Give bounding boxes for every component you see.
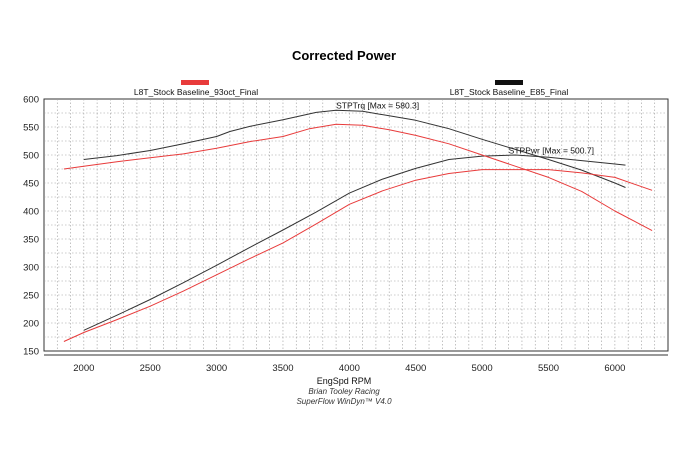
footer-shop-name: Brian Tooley Racing — [308, 387, 380, 396]
x-tick-label: 5500 — [538, 363, 559, 374]
legend-swatch-93oct — [181, 80, 209, 85]
y-tick-labels: 150 200 250 300 350 400 450 500 550 600 — [23, 95, 39, 358]
footer-software: SuperFlow WinDyn™ V4.0 — [296, 397, 392, 406]
y-tick-label: 200 — [23, 319, 39, 330]
series-line-93oct-power — [63, 169, 653, 342]
x-tick-label: 2500 — [140, 363, 161, 374]
y-tick-label: 300 — [23, 263, 39, 274]
x-tick-label: 3500 — [272, 363, 293, 374]
x-tick-label: 3000 — [206, 363, 227, 374]
chart-title: Corrected Power — [292, 48, 396, 63]
torque-max-annotation: STPTrq [Max = 580.3] — [336, 101, 419, 111]
y-tick-label: 450 — [23, 179, 39, 190]
horizontal-gridlines — [44, 112, 668, 338]
series-line-e85-torque — [83, 109, 626, 188]
x-axis-label: EngSpd RPM — [317, 376, 372, 386]
x-tick-label: 2000 — [73, 363, 94, 374]
legend-swatch-e85 — [495, 80, 523, 85]
plot-area — [43, 98, 669, 352]
y-tick-label: 500 — [23, 151, 39, 162]
y-tick-label: 550 — [23, 123, 39, 134]
legend-label-e85: L8T_Stock Baseline_E85_Final — [450, 87, 569, 97]
x-tick-labels: 2000 2500 3000 3500 4000 4500 5000 5500 6000 — [73, 363, 625, 374]
series-line-93oct-torque — [63, 123, 653, 232]
x-tick-label: 5000 — [472, 363, 493, 374]
y-tick-label: 250 — [23, 291, 39, 302]
legend-label-93oct: L8T_Stock Baseline_93oct_Final — [134, 87, 258, 97]
x-tick-label: 4500 — [405, 363, 426, 374]
y-tick-label: 350 — [23, 235, 39, 246]
y-tick-label: 150 — [23, 347, 39, 358]
power-max-annotation: STPPwr [Max = 500.7] — [509, 145, 594, 155]
annotations: STPTrq [Max = 580.3] STPPwr [Max = 500.7] — [336, 101, 594, 156]
series-line-e85-power — [83, 154, 626, 331]
y-tick-label: 400 — [23, 207, 39, 218]
y-tick-label: 600 — [23, 95, 39, 106]
x-tick-label: 6000 — [604, 363, 625, 374]
x-tick-label: 4000 — [339, 363, 360, 374]
series-lines — [63, 109, 653, 342]
